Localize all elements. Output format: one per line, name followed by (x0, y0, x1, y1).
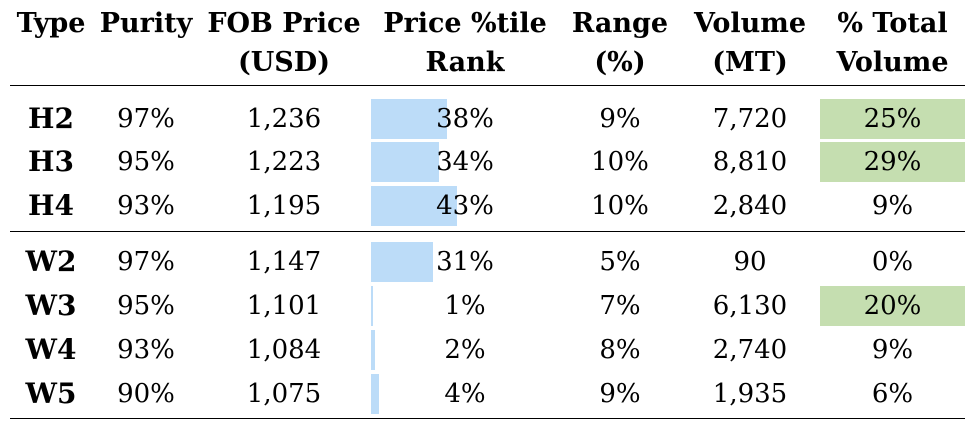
header-fob-line1: FOB Price (207, 8, 361, 39)
purity-cell: 97% (117, 247, 175, 277)
purity-cell: 93% (117, 335, 175, 365)
bottom-divider (10, 418, 965, 419)
table-row: H3 95% 1,223 10% 8,810 29% 34% (0, 140, 970, 184)
table-row: H4 93% 1,195 10% 2,840 9% 43% (0, 184, 970, 228)
rank-label: 31% (436, 247, 494, 277)
header-fob-line2: (USD) (237, 47, 330, 78)
fob-price-cell: 1,147 (246, 247, 322, 277)
pct-total-cell: 25% (863, 104, 922, 134)
volume-cell: 6,130 (712, 291, 788, 321)
header-divider (10, 85, 965, 86)
table-row: W4 93% 1,084 8% 2,740 9% 2% (0, 328, 970, 372)
purity-cell: 95% (117, 147, 175, 177)
header-type: Type (16, 8, 86, 39)
table-row: W3 95% 1,101 7% 6,130 20% 1% (0, 284, 970, 328)
rank-bar (371, 99, 447, 139)
volume-cell: 2,740 (712, 335, 788, 365)
rank-bar (371, 242, 433, 282)
rank-bar (371, 330, 375, 370)
volume-cell: 7,720 (712, 104, 788, 134)
header-volume-line2: (MT) (712, 47, 788, 78)
rank-label: 2% (444, 335, 486, 365)
pct-total-cell: 29% (863, 147, 922, 177)
range-cell: 5% (599, 247, 641, 277)
rank-label: 38% (436, 104, 494, 134)
pct-total-cell: 6% (871, 379, 914, 409)
type-cell: W2 (25, 245, 77, 278)
pct-total-cell: 20% (863, 291, 922, 321)
type-cell: W5 (25, 377, 77, 410)
purity-cell: 95% (117, 291, 175, 321)
header-pct-line1: % Total (837, 8, 948, 39)
pct-total-cell: 9% (871, 335, 914, 365)
fob-price-cell: 1,223 (246, 147, 322, 177)
pct-total-cell: 0% (871, 247, 914, 277)
purity-cell: 90% (117, 379, 175, 409)
volume-cell: 2,840 (712, 191, 788, 221)
purity-cell: 97% (117, 104, 175, 134)
range-cell: 7% (599, 291, 641, 321)
type-cell: W3 (25, 289, 77, 322)
header-range-line2: (%) (594, 47, 646, 78)
pct-total-cell: 9% (871, 191, 914, 221)
rank-label: 34% (436, 147, 494, 177)
table-row: W2 97% 1,147 5% 90 0% 31% (0, 240, 970, 284)
volume-highlight (820, 99, 965, 139)
group-divider (10, 231, 965, 232)
fob-price-cell: 1,075 (246, 379, 322, 409)
header-purity: Purity (99, 8, 193, 39)
rank-label: 4% (444, 379, 486, 409)
range-cell: 9% (599, 379, 641, 409)
volume-highlight (820, 286, 965, 326)
header-range-line1: Range (571, 8, 669, 39)
table-row: H2 97% 1,236 9% 7,720 25% 38% (0, 97, 970, 141)
volume-cell: 90 (733, 247, 767, 277)
type-cell: W4 (25, 333, 77, 366)
type-cell: H2 (28, 102, 74, 135)
fob-price-cell: 1,236 (246, 104, 322, 134)
rank-bar (371, 186, 457, 226)
range-cell: 9% (599, 104, 641, 134)
volume-highlight (820, 142, 965, 182)
volume-cell: 8,810 (712, 147, 788, 177)
type-cell: H4 (28, 189, 74, 222)
rank-bar (371, 142, 439, 182)
fob-price-cell: 1,084 (246, 335, 322, 365)
range-cell: 10% (591, 147, 649, 177)
rank-label: 1% (444, 291, 486, 321)
range-cell: 8% (599, 335, 641, 365)
table-row: W5 90% 1,075 9% 1,935 6% 4% (0, 372, 970, 416)
purity-cell: 93% (117, 191, 175, 221)
fob-price-cell: 1,101 (246, 291, 322, 321)
rank-bar (371, 374, 379, 414)
header-rank-line1: Price %tile (383, 8, 547, 39)
rank-bar (371, 286, 373, 326)
header-pct-line2: Volume (836, 47, 949, 78)
range-cell: 10% (591, 191, 649, 221)
header-volume-line1: Volume (693, 8, 807, 39)
header-rank-line2: Rank (425, 47, 505, 78)
volume-cell: 1,935 (712, 379, 788, 409)
type-cell: H3 (28, 145, 74, 178)
fob-price-cell: 1,195 (246, 191, 322, 221)
rank-label: 43% (436, 191, 494, 221)
